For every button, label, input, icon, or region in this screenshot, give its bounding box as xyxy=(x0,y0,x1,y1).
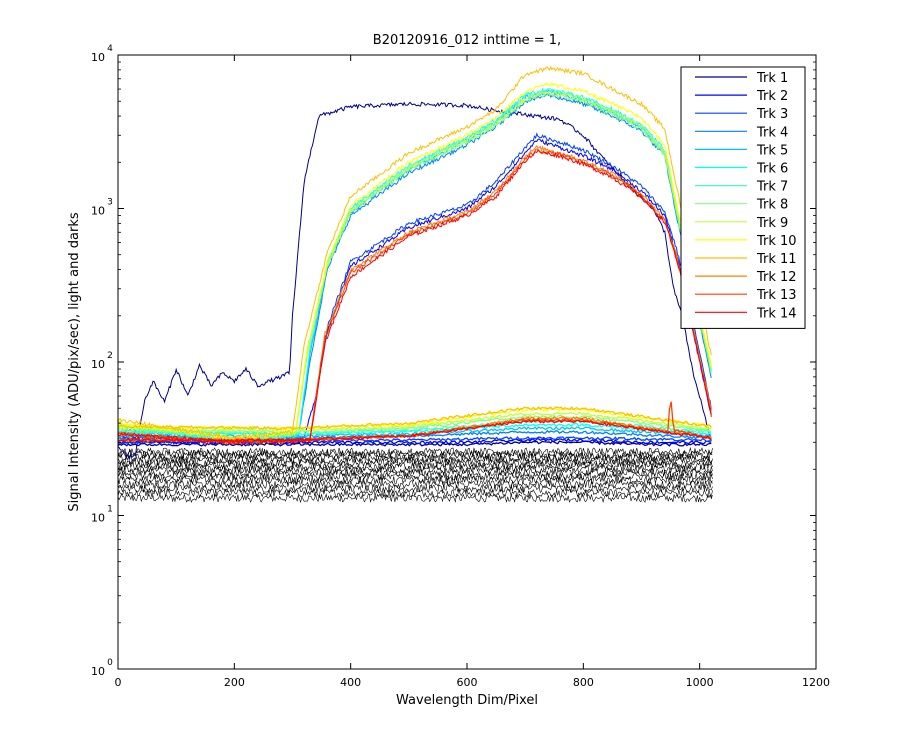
y-tick-exponent: 2 xyxy=(107,351,113,361)
dark-frames xyxy=(118,446,713,504)
y-tick-exponent: 0 xyxy=(107,658,113,668)
series-light-line xyxy=(118,90,712,441)
series-dark-line xyxy=(118,414,712,435)
legend-item: Trk 6 xyxy=(695,162,788,177)
legend-label: Trk 1 xyxy=(756,71,788,86)
legend-label: Trk 7 xyxy=(756,180,788,195)
legend-label: Trk 2 xyxy=(756,89,788,104)
series-light-line xyxy=(118,138,712,446)
dark-frame-line xyxy=(118,446,713,457)
y-axis-label: Signal Intensity (ADU/pix/sec), light an… xyxy=(67,212,82,511)
x-tick-label: 0 xyxy=(115,676,122,689)
dark-frame-line xyxy=(118,483,713,494)
x-tick-label: 600 xyxy=(457,676,478,689)
y-tick-label: 10 xyxy=(91,512,105,525)
series-light-line xyxy=(118,149,712,446)
series-14 xyxy=(118,149,712,446)
legend-label: Trk 6 xyxy=(756,162,788,177)
chart-title: B20120916_012 inttime = 1, xyxy=(373,33,561,48)
legend-item: Trk 1 xyxy=(695,71,788,86)
dark-frame-line xyxy=(118,471,713,482)
legend-label: Trk 4 xyxy=(756,125,788,140)
series-1 xyxy=(118,101,712,460)
series-11 xyxy=(118,65,712,442)
legend-item: Trk 12 xyxy=(695,270,797,285)
dark-frame-line xyxy=(118,493,713,504)
y-tick-exponent: 3 xyxy=(107,198,113,208)
series-light-line xyxy=(118,87,712,443)
x-tick-label: 1000 xyxy=(686,676,714,689)
series-light-line xyxy=(118,101,712,460)
series-light-line xyxy=(118,144,712,445)
legend-label: Trk 14 xyxy=(756,306,797,321)
legend-box xyxy=(680,66,806,329)
series-dark-line xyxy=(118,405,712,431)
series-10 xyxy=(118,81,712,440)
legend-item: Trk 11 xyxy=(695,252,797,267)
series-lines xyxy=(118,65,712,460)
y-tick-label: 10 xyxy=(91,358,105,371)
legend-label: Trk 5 xyxy=(756,143,788,158)
legend-item: Trk 7 xyxy=(695,180,788,195)
legend-item: Trk 4 xyxy=(695,125,788,140)
series-light-line xyxy=(118,81,712,440)
y-tick-label: 10 xyxy=(91,665,105,678)
legend-label: Trk 8 xyxy=(756,198,788,213)
series-12 xyxy=(118,144,712,445)
legend-label: Trk 12 xyxy=(756,270,797,285)
dark-frame-line xyxy=(118,479,713,490)
series-4 xyxy=(118,93,712,445)
x-tick-label: 400 xyxy=(340,676,361,689)
series-light-line xyxy=(118,91,712,444)
series-light-line xyxy=(118,93,712,445)
legend-label: Trk 13 xyxy=(756,288,797,303)
series-light-line xyxy=(118,65,712,442)
series-13 xyxy=(118,148,712,445)
y-tick-label: 10 xyxy=(91,51,105,64)
series-8 xyxy=(118,91,712,444)
legend-item: Trk 8 xyxy=(695,198,788,213)
series-light-line xyxy=(118,148,712,445)
legend-item: Trk 14 xyxy=(695,306,797,321)
series-6 xyxy=(118,87,712,443)
series-7 xyxy=(118,88,712,443)
y-tick-exponent: 1 xyxy=(107,505,113,515)
x-tick-label: 800 xyxy=(573,676,594,689)
series-2 xyxy=(118,138,712,446)
series-9 xyxy=(118,90,712,441)
legend: Trk 1 Trk 2 Trk 3 Trk 4 Trk 5 Trk 6 Trk 7 Trk 8… xyxy=(680,66,806,329)
x-tick-label: 200 xyxy=(224,676,245,689)
x-axis-label: Wavelength Dim/Pixel xyxy=(396,693,538,708)
legend-item: Trk 2 xyxy=(695,89,788,104)
y-tick-exponent: 4 xyxy=(107,44,113,54)
dark-frame-line xyxy=(118,464,713,475)
series-light-line xyxy=(118,88,712,443)
legend-label: Trk 3 xyxy=(756,107,788,122)
y-tick-label: 10 xyxy=(91,205,105,218)
dark-frame-line xyxy=(118,488,713,499)
legend-item: Trk 9 xyxy=(695,216,788,231)
legend-label: Trk 9 xyxy=(756,216,788,231)
x-axis: 0 200 400 600 800 1000 1200 xyxy=(115,55,830,689)
x-tick-label: 1200 xyxy=(802,676,830,689)
legend-item: Trk 5 xyxy=(695,143,788,158)
series-5 xyxy=(118,89,712,443)
legend-item: Trk 13 xyxy=(695,288,797,303)
legend-label: Trk 10 xyxy=(756,234,797,249)
legend-item: Trk 3 xyxy=(695,107,788,122)
legend-item: Trk 10 xyxy=(695,234,797,249)
series-light-line xyxy=(118,89,712,443)
dark-frame-line xyxy=(118,467,713,478)
dark-frame-line xyxy=(118,461,713,472)
legend-label: Trk 11 xyxy=(756,252,797,267)
